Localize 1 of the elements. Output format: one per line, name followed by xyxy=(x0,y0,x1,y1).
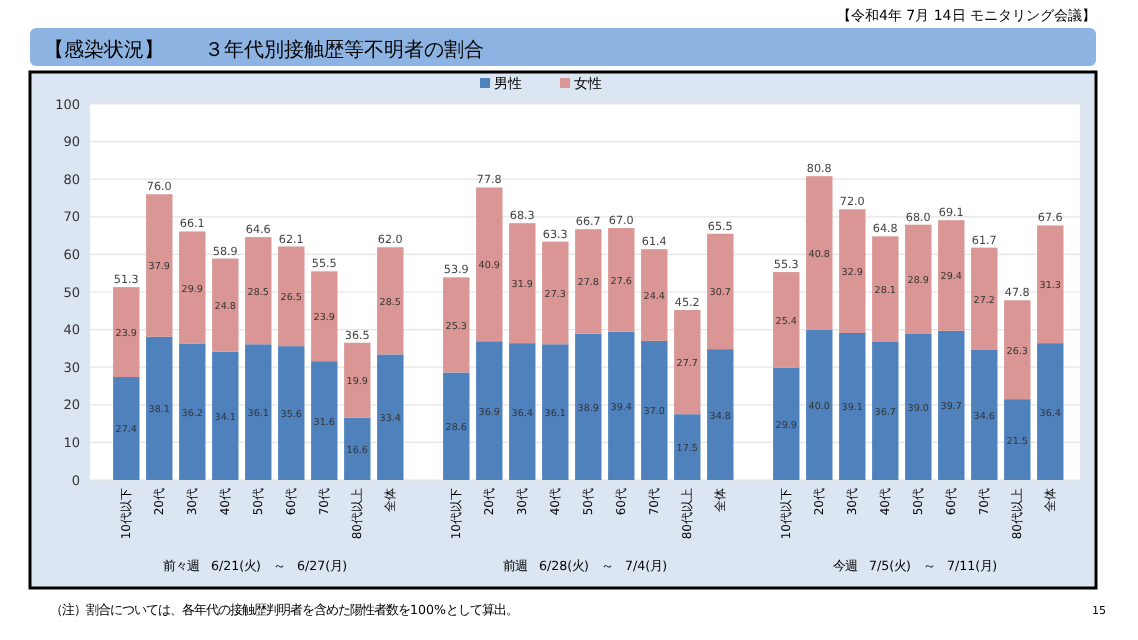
chart-title: 【感染状況】 ３年代別接触歴等不明者の割合 xyxy=(44,38,484,62)
